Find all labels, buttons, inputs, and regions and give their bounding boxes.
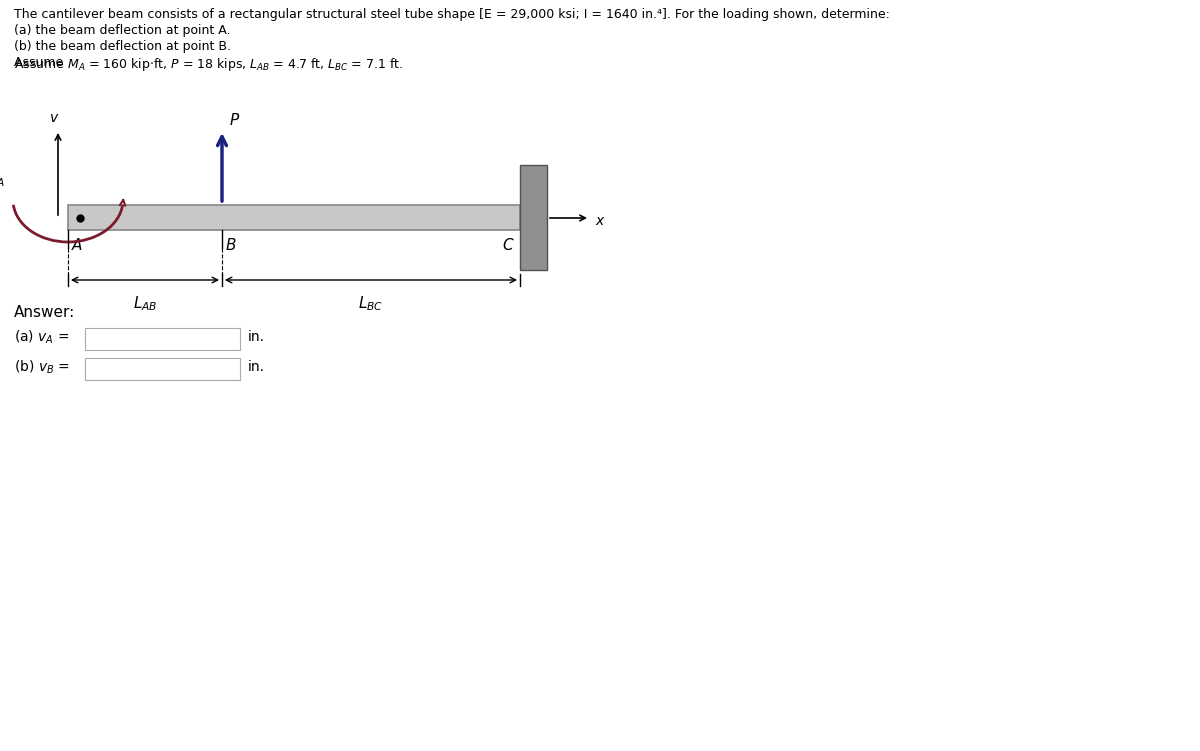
- Text: Assume $M_A$ = 160 kip$\cdot$ft, $P$ = 18 kips, $L_{AB}$ = 4.7 ft, $L_{BC}$ = 7.: Assume $M_A$ = 160 kip$\cdot$ft, $P$ = 1…: [14, 56, 403, 73]
- Text: v: v: [50, 111, 58, 125]
- Text: in.: in.: [248, 360, 265, 374]
- Bar: [68, 205, 520, 230]
- Bar: [520, 165, 547, 270]
- Text: (b) the beam deflection at point B.: (b) the beam deflection at point B.: [14, 40, 230, 53]
- Text: $L_{AB}$: $L_{AB}$: [133, 294, 157, 312]
- Text: A: A: [72, 238, 83, 253]
- Text: (a) $v_A$ =: (a) $v_A$ =: [14, 328, 70, 345]
- Bar: [85, 358, 240, 380]
- Text: The cantilever beam consists of a rectangular structural steel tube shape [E = 2: The cantilever beam consists of a rectan…: [14, 8, 890, 21]
- Text: Answer:: Answer:: [14, 305, 76, 320]
- Text: (a) the beam deflection at point A.: (a) the beam deflection at point A.: [14, 24, 230, 37]
- Text: B: B: [226, 238, 236, 253]
- Text: C: C: [502, 238, 512, 253]
- Text: $L_{BC}$: $L_{BC}$: [359, 294, 384, 312]
- Text: (b) $v_B$ =: (b) $v_B$ =: [14, 358, 70, 376]
- Text: in.: in.: [248, 330, 265, 344]
- Text: $M_A$: $M_A$: [0, 170, 5, 189]
- Text: P: P: [230, 113, 239, 128]
- Text: Assume: Assume: [14, 56, 67, 69]
- Bar: [85, 328, 240, 350]
- Text: x: x: [595, 214, 604, 228]
